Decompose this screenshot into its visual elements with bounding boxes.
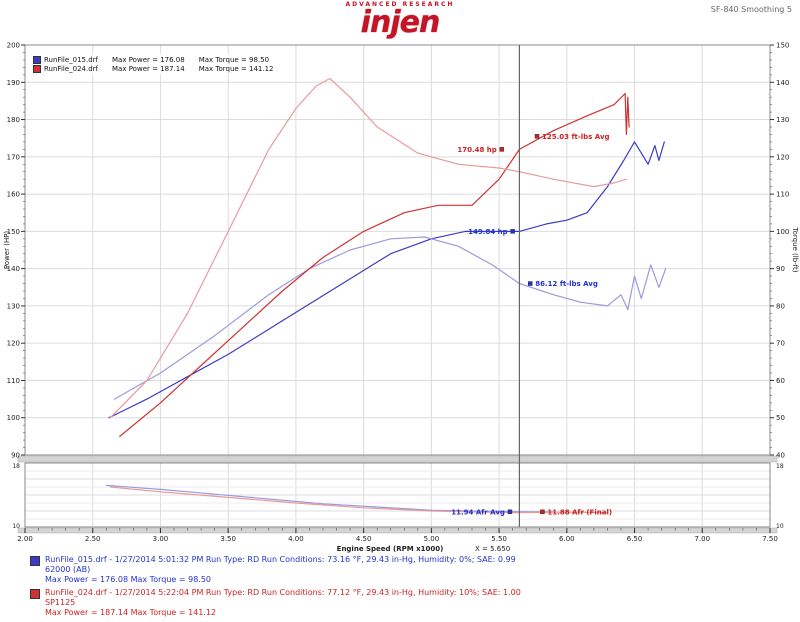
curve-run2-power	[119, 92, 630, 437]
x-axis-tick-label: 5.50	[491, 535, 507, 543]
right-axis-tick-label: 110	[776, 191, 789, 199]
chart-legend-box: RunFile_015.drf Max Power = 176.08 Max T…	[30, 54, 291, 74]
right-axis-tick-label: 60	[776, 377, 785, 385]
footer-run2-details: RunFile_024.drf - 1/27/2014 5:22:04 PM R…	[30, 588, 770, 622]
run1-id: 62000 (AB)	[45, 565, 91, 574]
afr-axis-bottom-label: 10	[12, 523, 20, 530]
right-axis-tick-label: 120	[776, 153, 789, 161]
run2-file-label: RunFile_024.drf	[44, 64, 99, 73]
right-axis-tick-label: 150	[776, 42, 789, 50]
main-panel-bg	[25, 45, 770, 455]
annotation-label: 11.94 Afr Avg	[451, 508, 505, 516]
run2-id: SP1125	[45, 598, 76, 607]
curve-run1-power	[108, 141, 665, 419]
right-axis-tick-label: 50	[776, 414, 785, 422]
chart-legend-row-run1: RunFile_015.drf Max Power = 176.08 Max T…	[33, 55, 288, 64]
footer-run1-details: RunFile_015.drf - 1/27/2014 5:01:32 PM R…	[30, 555, 770, 589]
afr-panel-frame	[24, 462, 771, 528]
run1-max-power: Max Power = 176.08	[112, 55, 185, 64]
run2-color-marker	[33, 64, 41, 73]
main-panel-frame	[24, 44, 771, 456]
right-axis-tick-label: 40	[776, 452, 785, 460]
annotation-marker	[540, 509, 545, 515]
left-axis-tick-label: 150	[7, 228, 20, 236]
run1-max-values: Max Power = 176.08 Max Torque = 98.50	[45, 575, 212, 584]
x-axis-tick-label: 3.50	[220, 535, 236, 543]
run2-max-torque: Max Torque = 141.12	[198, 64, 274, 73]
annotation-marker	[507, 509, 513, 515]
left-axis-tick-label: 90	[11, 452, 20, 460]
cursor-x-readout: X = 5.650	[475, 545, 510, 553]
logo-caption-top: ADVANCED RESEARCH	[345, 1, 455, 8]
annotation-label: 125.03 ft-lbs Avg	[542, 133, 610, 141]
right-axis-tick-label: 100	[776, 228, 789, 236]
x-axis-tick-label: 6.00	[559, 535, 575, 543]
chart-legend-row-run2: RunFile_024.drf Max Power = 187.14 Max T…	[33, 64, 288, 73]
right-axis-tick-label: 70	[776, 340, 785, 348]
run2-max-values: Max Power = 187.14 Max Torque = 141.12	[45, 608, 217, 617]
left-axis-tick-label: 190	[7, 79, 20, 87]
x-axis-title: Engine Speed (RPM x1000)	[337, 545, 444, 553]
run1-color-marker	[33, 55, 41, 64]
left-axis-tick-label: 180	[7, 116, 20, 124]
afr-axis-bottom-label-right: 10	[776, 523, 784, 530]
right-axis-tick-label: 140	[776, 79, 789, 87]
run1-footer-marker	[30, 556, 40, 566]
left-axis-tick-label: 200	[7, 42, 20, 50]
panel-splitter[interactable]	[17, 455, 778, 463]
axis-band	[17, 527, 778, 534]
smoothing-info: SF-840 Smoothing 5	[710, 5, 792, 14]
annotation-label: 149.84 hp	[468, 228, 507, 236]
left-axis-tick-label: 140	[7, 265, 20, 273]
run2-conditions: RunFile_024.drf - 1/27/2014 5:22:04 PM R…	[45, 588, 521, 597]
curve-run1-afr	[105, 484, 554, 513]
run1-file-label: RunFile_015.drf	[44, 55, 99, 64]
run2-max-power: Max Power = 187.14	[112, 64, 185, 73]
right-axis-title: Torque (lb-ft)	[791, 227, 799, 273]
left-axis-tick-label: 100	[7, 414, 20, 422]
right-axis-tick-label: 80	[776, 302, 785, 310]
x-axis-tick-label: 5.00	[424, 535, 440, 543]
annotation-label: 170.48 hp	[457, 146, 496, 154]
x-axis-tick-label: 7.00	[694, 535, 710, 543]
left-axis-tick-label: 160	[7, 191, 20, 199]
annotation-marker	[534, 134, 540, 139]
annotation-marker	[510, 229, 515, 234]
logo-wordmark: injen	[360, 5, 441, 40]
run1-conditions: RunFile_015.drf - 1/27/2014 5:01:32 PM R…	[45, 555, 516, 564]
annotation-label: 11.88 Afr (Final)	[547, 508, 612, 516]
left-axis-title: Power (HP)	[3, 231, 11, 270]
curve-run2-torque	[109, 77, 628, 419]
x-axis-tick-label: 4.00	[288, 535, 304, 543]
annotation-marker	[499, 147, 505, 152]
run1-max-torque: Max Torque = 98.50	[198, 55, 270, 64]
x-axis-tick-label: 3.00	[153, 535, 169, 543]
x-axis-tick-label: 6.50	[627, 535, 643, 543]
annotation-label: 86.12 ft-lbs Avg	[535, 280, 598, 288]
afr-axis-top-label: 18	[12, 463, 20, 470]
run2-footer-marker	[30, 589, 40, 599]
right-axis-tick-label: 130	[776, 116, 789, 124]
left-axis-tick-label: 130	[7, 302, 20, 310]
x-axis-tick-label: 2.50	[85, 535, 101, 543]
afr-axis-top-label-right: 18	[776, 463, 784, 470]
x-axis-tick-label: 7.50	[762, 535, 778, 543]
x-axis-tick-label: 2.00	[17, 535, 33, 543]
left-axis-tick-label: 170	[7, 153, 20, 161]
x-axis-tick-label: 4.50	[356, 535, 372, 543]
left-axis-tick-label: 110	[7, 377, 20, 385]
annotation-marker	[527, 281, 533, 286]
left-axis-tick-label: 120	[7, 340, 20, 348]
right-axis-tick-label: 90	[776, 265, 785, 273]
